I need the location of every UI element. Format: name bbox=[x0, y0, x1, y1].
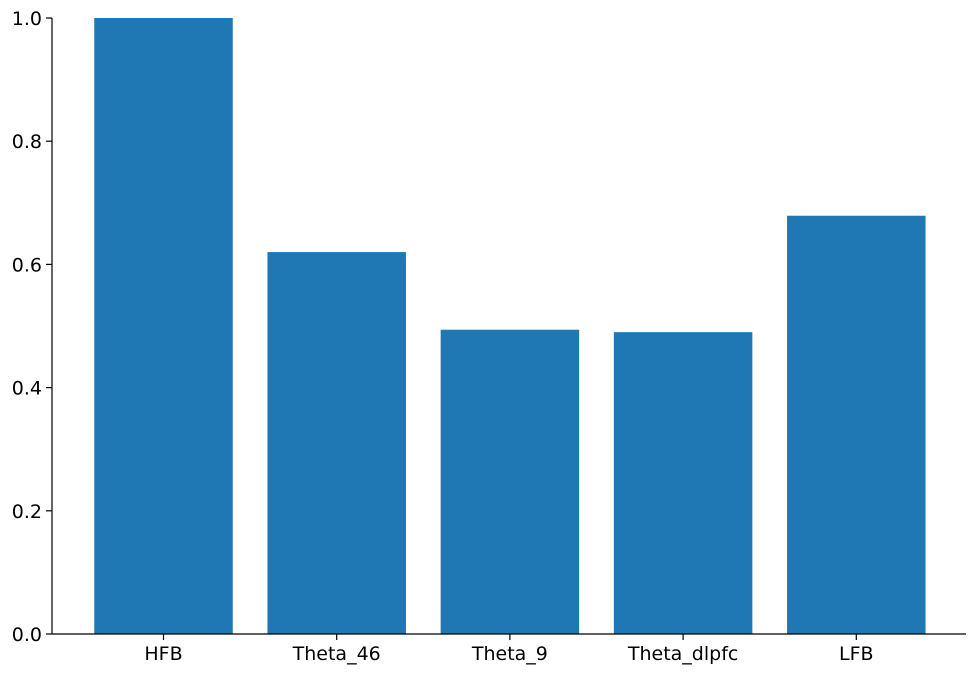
y-tick-label: 0.6 bbox=[12, 254, 42, 276]
bar-hfb bbox=[94, 18, 233, 634]
y-tick-label: 0.4 bbox=[12, 378, 42, 400]
y-tick-label: 0.0 bbox=[12, 624, 42, 646]
axes-layer bbox=[51, 18, 966, 635]
x-tick-label: LFB bbox=[839, 643, 874, 665]
bar-theta-dlpfc bbox=[613, 332, 753, 634]
x-ticks: HFB Theta_46 Theta_9 Theta_dlpfc LFB bbox=[144, 634, 874, 665]
bar-theta-46 bbox=[267, 252, 406, 634]
y-tick-label: 0.2 bbox=[12, 501, 42, 523]
y-tick-label: 0.8 bbox=[12, 131, 42, 153]
bars-layer bbox=[94, 18, 926, 635]
y-tick-label: 1.0 bbox=[12, 8, 42, 30]
bar-theta-9 bbox=[440, 329, 580, 634]
bar-lfb bbox=[787, 215, 926, 635]
x-tick-label: HFB bbox=[144, 643, 182, 665]
x-tick-label: Theta_46 bbox=[292, 643, 381, 665]
x-tick-label: Theta_dlpfc bbox=[627, 643, 738, 665]
y-ticks: 0.0 0.2 0.4 0.6 0.8 1.0 bbox=[12, 8, 52, 646]
x-tick-label: Theta_9 bbox=[471, 643, 548, 665]
